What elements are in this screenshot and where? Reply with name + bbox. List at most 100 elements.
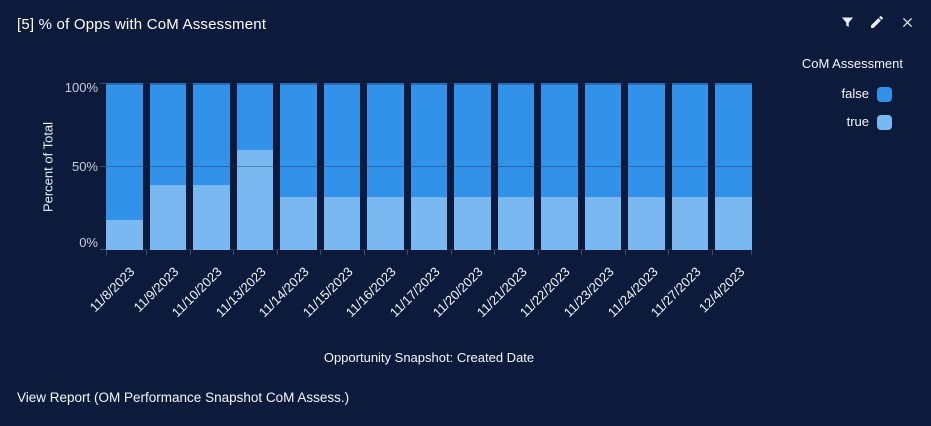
chart-plot — [100, 83, 752, 250]
legend-label-false: false — [841, 86, 869, 101]
bar-segment-false[interactable] — [715, 83, 752, 197]
bar-11/9/2023 — [149, 83, 187, 250]
edit-button[interactable] — [868, 13, 886, 31]
bar-segment-false[interactable] — [367, 83, 404, 197]
bar-segment-false[interactable] — [454, 83, 491, 197]
x-axis-tick — [537, 250, 539, 255]
bar-11/23/2023 — [584, 83, 622, 250]
bar-segment-false[interactable] — [323, 83, 361, 197]
x-tick-cell: 12/4/2023 — [696, 250, 752, 338]
x-axis-tick — [450, 250, 452, 255]
x-tick-cell: 11/8/2023 — [87, 250, 143, 338]
chart-legend: CoM Assessment false true — [802, 56, 903, 142]
bar-segment-true[interactable] — [367, 196, 404, 250]
bar-segment-false[interactable] — [541, 83, 578, 197]
bar-segment-true[interactable] — [671, 196, 709, 250]
x-axis-tick — [320, 250, 322, 255]
x-tick-cell: 11/22/2023 — [517, 250, 578, 338]
bar-segment-true[interactable] — [323, 196, 361, 250]
x-tick-cell: 11/27/2023 — [648, 250, 709, 338]
bar-segment-true[interactable] — [410, 196, 448, 250]
x-tick-label: 11/8/2023 — [87, 264, 138, 315]
filter-icon — [840, 15, 855, 30]
y-tick-0: 0% — [79, 235, 98, 250]
filter-button[interactable] — [838, 13, 856, 31]
bar-segment-true[interactable] — [541, 196, 578, 250]
bar-segment-false[interactable] — [236, 83, 274, 150]
bar-11/22/2023 — [541, 83, 578, 250]
x-axis-tick — [146, 250, 148, 255]
x-axis-tick — [363, 250, 365, 255]
bar-segment-true[interactable] — [193, 184, 230, 250]
x-axis-tick — [189, 250, 191, 255]
x-tick-cell: 11/23/2023 — [561, 250, 622, 338]
x-axis-tick — [751, 250, 752, 255]
bar-11/20/2023 — [454, 83, 491, 250]
x-tick-cell: 11/14/2023 — [256, 250, 317, 338]
bar-11/10/2023 — [193, 83, 230, 250]
widget-title: [5] % of Opps with CoM Assessment — [17, 16, 267, 33]
legend-item-false[interactable]: false — [802, 86, 903, 102]
legend-swatch-false — [877, 86, 892, 102]
x-axis-tick — [624, 250, 626, 255]
y-axis-tick — [100, 249, 106, 250]
bar-11/24/2023 — [628, 83, 665, 250]
y-tick-100: 100% — [64, 80, 98, 95]
bar-segment-true[interactable] — [149, 184, 187, 250]
widget-toolbar — [838, 13, 916, 31]
bar-segment-false[interactable] — [106, 83, 143, 220]
legend-title: CoM Assessment — [801, 56, 903, 71]
x-tick-cell: 11/15/2023 — [300, 250, 361, 338]
bar-segment-false[interactable] — [584, 83, 622, 197]
x-tick-cell: 11/24/2023 — [604, 250, 665, 338]
legend-swatch-true — [877, 114, 892, 130]
x-axis-tick — [711, 250, 713, 255]
bar-11/8/2023 — [106, 83, 143, 250]
close-icon — [901, 16, 914, 29]
x-axis-ticks — [106, 250, 752, 256]
x-tick-cell: 11/16/2023 — [343, 250, 404, 338]
pencil-icon — [869, 14, 885, 30]
legend-label-true: true — [846, 114, 869, 129]
x-labels: 11/8/2023 11/9/2023 11/10/2023 11/13/2023 11… — [87, 250, 752, 338]
bar-segment-false[interactable] — [280, 83, 317, 197]
x-axis-title: Opportunity Snapshot: Created Date — [323, 350, 535, 365]
x-axis-tick — [668, 250, 670, 255]
bar-segment-false[interactable] — [628, 83, 665, 197]
y-tick-50: 50% — [71, 159, 98, 174]
y-axis-tick — [100, 166, 106, 167]
bar-12/4/2023 — [715, 83, 752, 250]
view-report-link[interactable]: View Report (OM Performance Snapshot CoM… — [17, 390, 350, 405]
x-tick-cell: 11/17/2023 — [387, 250, 448, 338]
bar-segment-true[interactable] — [584, 196, 622, 250]
y-axis-tick — [100, 83, 106, 84]
bar-segment-true[interactable] — [280, 196, 317, 250]
bar-segment-true[interactable] — [715, 196, 752, 250]
close-button[interactable] — [898, 13, 916, 31]
bar-segment-true[interactable] — [236, 149, 274, 250]
x-tick-cell: 11/10/2023 — [169, 250, 230, 338]
bar-segment-true[interactable] — [628, 196, 665, 250]
bar-segment-false[interactable] — [671, 83, 709, 197]
bars — [106, 83, 752, 250]
x-axis-tick — [494, 250, 496, 255]
x-axis-tick — [276, 250, 278, 255]
bar-segment-false[interactable] — [410, 83, 448, 197]
bar-segment-true[interactable] — [454, 196, 491, 250]
bar-11/16/2023 — [367, 83, 404, 250]
bar-segment-true[interactable] — [106, 219, 143, 250]
bar-segment-true[interactable] — [497, 196, 535, 250]
x-axis-tick — [407, 250, 409, 255]
x-tick-cell: 11/20/2023 — [430, 250, 491, 338]
x-tick-cell: 11/9/2023 — [131, 250, 187, 338]
bar-segment-false[interactable] — [497, 83, 535, 197]
legend-item-true[interactable]: true — [802, 114, 903, 130]
bar-11/21/2023 — [497, 83, 535, 250]
x-axis-tick — [106, 250, 107, 255]
bar-segment-false[interactable] — [193, 83, 230, 185]
bar-segment-false[interactable] — [149, 83, 187, 185]
x-axis-tick — [581, 250, 583, 255]
x-tick-cell: 11/13/2023 — [213, 250, 274, 338]
bar-11/27/2023 — [671, 83, 709, 250]
